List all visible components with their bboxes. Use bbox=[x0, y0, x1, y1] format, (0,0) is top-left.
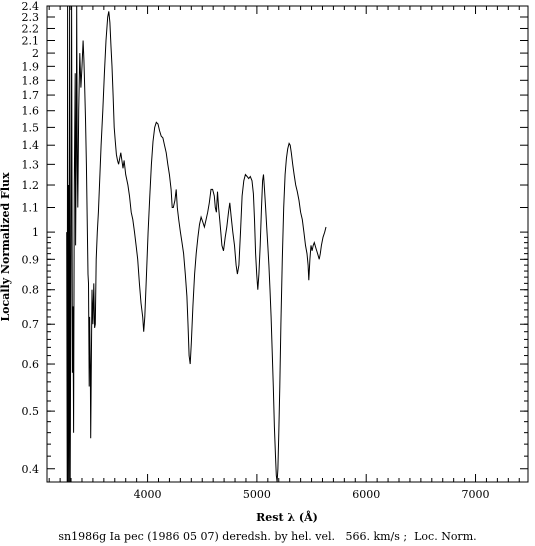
x-tick-label: 4000 bbox=[134, 488, 162, 501]
x-tick-label: 7000 bbox=[462, 488, 490, 501]
x-axis-label: Rest λ (Å) bbox=[256, 510, 318, 524]
x-tick-label: 5000 bbox=[243, 488, 271, 501]
y-tick-label: 2.4 bbox=[22, 0, 40, 13]
y-tick-label: 1.2 bbox=[22, 179, 40, 192]
plot-frame bbox=[46, 5, 529, 483]
y-tick-label: 1.4 bbox=[22, 139, 40, 152]
y-tick-label: 1.9 bbox=[22, 60, 40, 73]
y-tick-label: 2.2 bbox=[22, 22, 40, 35]
y-tick-label: 0.9 bbox=[22, 253, 40, 266]
y-axis-label: Locally Normalized Flux bbox=[0, 172, 12, 322]
y-tick-label: 0.5 bbox=[22, 405, 40, 418]
y-tick-label: 2 bbox=[32, 47, 39, 60]
chart-caption: sn1986g Ia pec (1986 05 07) deredsh. by … bbox=[58, 530, 477, 543]
y-tick-label: 1.7 bbox=[22, 89, 40, 102]
y-tick-label: 2.1 bbox=[22, 34, 40, 47]
y-tick-label: 0.7 bbox=[22, 318, 40, 331]
y-tick-label: 0.6 bbox=[22, 358, 40, 371]
y-tick-label: 0.8 bbox=[22, 284, 40, 297]
x-tick-label: 6000 bbox=[352, 488, 380, 501]
y-tick-label: 2.3 bbox=[22, 11, 40, 24]
y-tick-label: 1.1 bbox=[22, 201, 40, 214]
y-tick-label: 1.5 bbox=[22, 121, 40, 134]
y-tick-label: 1.8 bbox=[22, 74, 40, 87]
flux-series-line bbox=[66, 5, 327, 483]
y-tick-label: 1 bbox=[32, 226, 39, 239]
tick-labels-layer: 4000 5000 6000 7000 0.4 0.5 0.6 0.7 0.8 0.9 1 1.1 1.… bbox=[22, 0, 490, 501]
ticks-layer bbox=[47, 5, 528, 482]
y-tick-label: 1.6 bbox=[22, 105, 40, 118]
y-tick-label: 0.4 bbox=[22, 463, 40, 476]
y-tick-label: 1.3 bbox=[22, 158, 40, 171]
